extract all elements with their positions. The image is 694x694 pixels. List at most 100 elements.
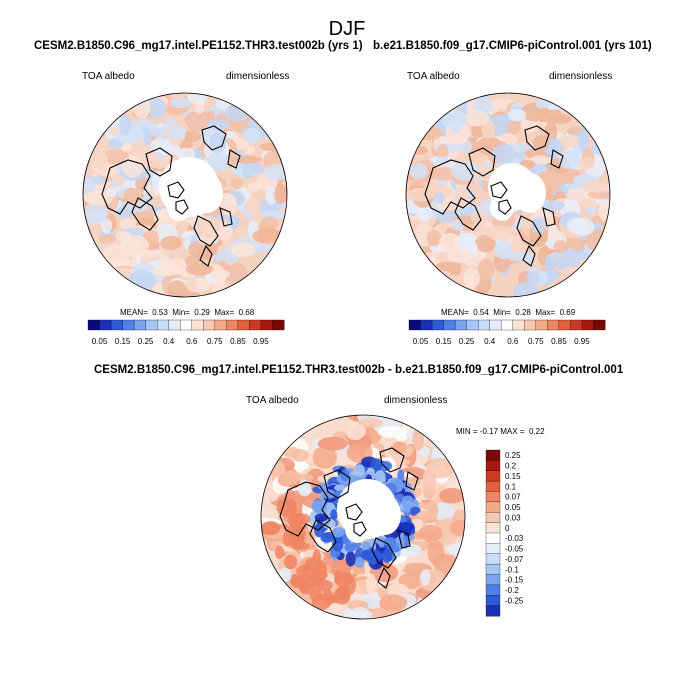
- colorbar-1-tick-label: 0.15: [115, 337, 131, 346]
- colorbar-1-tick-label: 0.4: [163, 337, 175, 346]
- panel-1-max: 0.68: [238, 308, 255, 317]
- colorbar-3-tick-label: -0.1: [505, 565, 519, 574]
- colorbar-3-tick-label: -0.05: [505, 545, 524, 554]
- colorbar-1-swatch: [272, 319, 285, 331]
- colorbar-3-swatch: [485, 501, 501, 513]
- panel-2-max: 0.69: [559, 308, 576, 317]
- colorbar-1-tick-label: 0.95: [253, 337, 269, 346]
- colorbar-2-tick-label: 0.25: [459, 337, 475, 346]
- colorbar-1-tick-label: 0.85: [230, 337, 246, 346]
- colorbar-3-tick-label: 0.25: [505, 451, 521, 460]
- diff-title: CESM2.B1850.C96_mg17.intel.PE1152.THR3.t…: [94, 364, 624, 376]
- diff-variable-label: TOA albedo: [246, 395, 299, 406]
- colorbar-2-swatch: [489, 319, 502, 331]
- colorbar-1-swatch: [110, 319, 124, 331]
- colorbar-3-swatch: [485, 595, 501, 607]
- colorbar-3-swatch: [485, 460, 501, 472]
- colorbar-2-swatch: [431, 319, 445, 331]
- colorbar-2-tick-label: 0.85: [551, 337, 567, 346]
- colorbar-3-tick-label: 0.03: [505, 513, 521, 522]
- diff-max-label: MAX =: [500, 427, 525, 436]
- colorbar-2-swatch: [558, 319, 571, 331]
- colorbar-3-swatch: [485, 553, 501, 565]
- colorbar-1-swatch: [87, 319, 100, 331]
- colorbar-2-swatch: [443, 319, 456, 331]
- colorbar-2-swatch: [512, 319, 525, 331]
- colorbar-3-swatch: [485, 543, 501, 555]
- diff-stats: MIN = -0.17 MAX = 0.22: [456, 427, 545, 436]
- colorbar-2-swatch: [501, 319, 514, 331]
- colorbar-2-swatch: [535, 319, 548, 331]
- panel-2-title: b.e21.B1850.f09_g17.CMIP6-piControl.001 …: [373, 40, 652, 52]
- colorbar-3-swatch: [485, 574, 501, 586]
- colorbar-1-swatch: [145, 319, 158, 331]
- panel-2-min-label: Min=: [493, 308, 511, 317]
- colorbar-2-swatch: [581, 319, 594, 331]
- diff-min: -0.17: [479, 427, 499, 436]
- panel-1-mean-label: MEAN=: [120, 308, 148, 317]
- map-field: [261, 415, 465, 619]
- colorbar-1-swatch: [226, 319, 239, 331]
- colorbar-3-tick-label: -0.03: [505, 534, 524, 543]
- colorbar-2-tick-label: 0.6: [507, 337, 519, 346]
- panel-2-mean: 0.54: [473, 308, 489, 317]
- panel-1-min-label: Min=: [172, 308, 190, 317]
- colorbar-3-swatch: [485, 491, 501, 503]
- colorbar-3-swatch: [485, 449, 501, 461]
- colorbar-1-swatch: [168, 319, 181, 331]
- panel-1-max-label: Max=: [214, 308, 235, 317]
- colorbar-3-swatch: [485, 480, 501, 492]
- panel-1-mean: 0.53: [152, 308, 168, 317]
- colorbar-3-tick-label: 0.1: [505, 482, 517, 491]
- colorbar-3-swatch: [485, 522, 501, 534]
- panel-2-colorbar: 0.05 0.15 0.25 0.4 0.6 0.75 0.85 0.95: [408, 319, 606, 346]
- colorbar-3-swatch: [485, 532, 501, 544]
- colorbar-2-swatch: [593, 319, 606, 331]
- colorbar-1-swatch: [203, 319, 216, 331]
- colorbar-3-tick-label: -0.25: [505, 596, 524, 605]
- panel-1-units-label: dimensionless: [226, 71, 290, 82]
- panel-2-polar-map: [405, 92, 611, 298]
- colorbar-1-tick-label: 0.05: [92, 337, 108, 346]
- panel-2-variable-label: TOA albedo: [407, 71, 460, 82]
- colorbar-3-tick-label: -0.15: [505, 576, 524, 585]
- diff-colorbar: 0.250.20.150.10.070.050.030-0.03-0.05-0.…: [485, 449, 524, 617]
- colorbar-3-tick-label: -0.2: [505, 586, 519, 595]
- colorbar-3-tick-label: 0.15: [505, 472, 521, 481]
- panel-2-mean-label: MEAN=: [441, 308, 469, 317]
- panel-2-min: 0.28: [515, 308, 531, 317]
- diff-polar-map: [260, 414, 466, 620]
- colorbar-1-swatch: [133, 319, 147, 331]
- colorbar-2-swatch: [420, 319, 433, 331]
- panel-1-polar-map: [82, 92, 288, 298]
- colorbar-2-swatch: [408, 319, 421, 331]
- colorbar-2-tick-label: 0.4: [484, 337, 496, 346]
- panel-1-stats: MEAN= 0.53 Min= 0.29 Max= 0.68: [120, 308, 254, 317]
- colorbar-2-swatch: [524, 319, 537, 331]
- panel-1-colorbar: 0.05 0.15 0.25 0.4 0.6 0.75 0.85 0.95: [87, 319, 285, 346]
- colorbar-2-swatch: [547, 319, 560, 331]
- panel-1-min: 0.29: [194, 308, 210, 317]
- colorbar-3-swatch: [485, 512, 501, 524]
- colorbar-1-tick-label: 0.75: [207, 337, 223, 346]
- map-field: [83, 93, 287, 297]
- panel-1-title: CESM2.B1850.C96_mg17.intel.PE1152.THR3.t…: [34, 40, 363, 52]
- colorbar-2-tick-label: 0.95: [574, 337, 590, 346]
- colorbar-2-swatch: [454, 319, 468, 331]
- season-title: DJF: [328, 18, 366, 40]
- colorbar-3-swatch: [485, 584, 501, 596]
- colorbar-1-swatch: [122, 319, 135, 331]
- diff-units-label: dimensionless: [384, 395, 448, 406]
- colorbar-1-swatch: [237, 319, 250, 331]
- colorbar-3-tick-label: -0.07: [505, 555, 524, 564]
- colorbar-3-tick-label: 0.07: [505, 493, 521, 502]
- panel-2-units-label: dimensionless: [549, 71, 613, 82]
- colorbar-2-tick-label: 0.05: [413, 337, 429, 346]
- colorbar-3-swatch: [485, 605, 501, 617]
- colorbar-1-swatch: [249, 319, 262, 331]
- colorbar-3-tick-label: 0.2: [505, 462, 517, 471]
- colorbar-3-tick-label: 0.05: [505, 503, 521, 512]
- colorbar-3-tick-label: 0: [505, 524, 510, 533]
- colorbar-2-swatch: [466, 319, 479, 331]
- panel-1-variable-label: TOA albedo: [82, 71, 135, 82]
